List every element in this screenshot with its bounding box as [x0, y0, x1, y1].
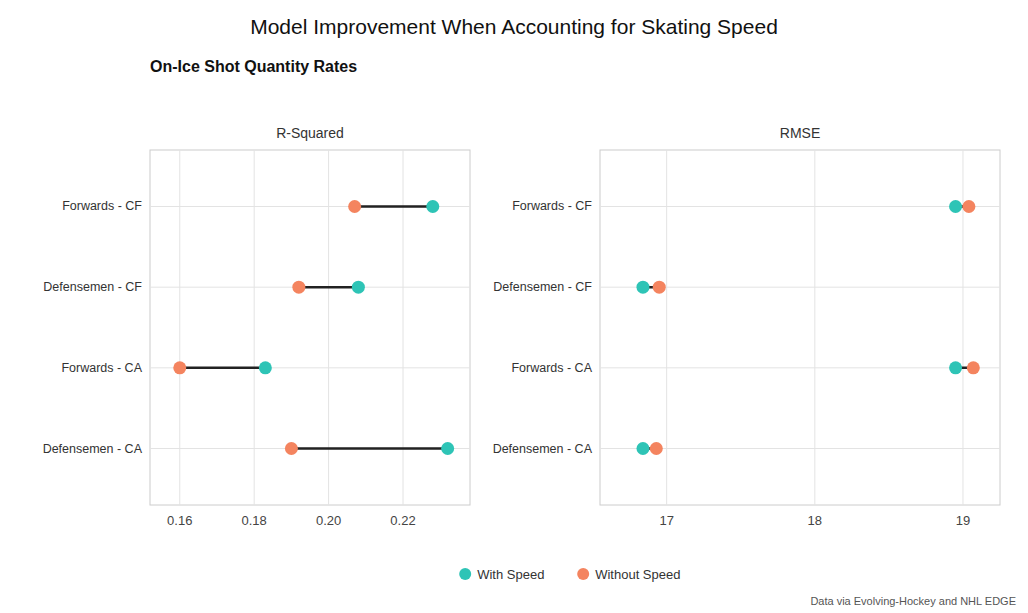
panel: 0.16 0.18 0.20 0.22 Forwards - CF Defensemen …: [43, 125, 470, 528]
legend-swatch: [459, 568, 471, 580]
y-tick-label: Forwards - CA: [511, 361, 592, 375]
y-tick-label: Defensemen - CF: [43, 280, 142, 294]
connector: [291, 447, 447, 450]
grid-line-x: [666, 150, 667, 505]
x-tick-label: 17: [659, 513, 673, 528]
y-tick-label: Defensemen - CF: [493, 280, 592, 294]
dot: [285, 442, 298, 455]
legend-label: Without Speed: [595, 567, 680, 582]
dot: [636, 442, 649, 455]
connector: [355, 205, 433, 208]
x-tick-label: 18: [808, 513, 822, 528]
y-tick-label: Forwards - CA: [61, 361, 142, 375]
marks: [636, 200, 979, 455]
marks: [173, 200, 454, 455]
dot: [636, 281, 649, 294]
y-tick-label: Defensemen - CA: [43, 442, 143, 456]
annotation: Data via Evolving-Hockey and NHL EDGE: [810, 595, 1016, 607]
legend-label: With Speed: [477, 567, 544, 582]
grid-line-y: [150, 367, 470, 368]
grid-line-y: [150, 287, 470, 288]
dot: [352, 281, 365, 294]
dot: [962, 200, 975, 213]
panel-title: R-Squared: [276, 125, 344, 141]
x-tick-label: 19: [956, 513, 970, 528]
background: [0, 0, 1028, 613]
x-tick-label: 0.20: [316, 513, 341, 528]
dot: [653, 281, 666, 294]
dot: [441, 442, 454, 455]
dot: [949, 361, 962, 374]
y-tick-label: Forwards - CF: [62, 199, 142, 213]
grid-line-x: [254, 150, 255, 505]
grid-line-y: [600, 206, 1000, 207]
connector: [299, 286, 359, 289]
panel: 17 18 19 Forwards - CF Defensemen - CF Forwar…: [493, 125, 1000, 528]
plot-frame: [600, 150, 1000, 505]
grid-line-y: [150, 206, 470, 207]
chart: Model Improvement When Accounting for Sk…: [0, 0, 1028, 613]
grid-line-x: [179, 150, 180, 505]
x-tick-label: 0.16: [167, 513, 192, 528]
title: Model Improvement When Accounting for Sk…: [250, 15, 778, 38]
dot: [967, 361, 980, 374]
grid-line-x: [814, 150, 815, 505]
grid-line-x: [328, 150, 329, 505]
grid-line-x: [403, 150, 404, 505]
legend: With Speed Without Speed: [459, 567, 680, 582]
dot: [348, 200, 361, 213]
dot: [426, 200, 439, 213]
plot-frame: [150, 150, 470, 505]
connector: [180, 367, 266, 370]
grid-line-y: [600, 367, 1000, 368]
dot: [949, 200, 962, 213]
x-tick-label: 0.18: [242, 513, 267, 528]
dot: [259, 361, 272, 374]
y-tick-label: Forwards - CF: [512, 199, 592, 213]
y-tick-label: Defensemen - CA: [493, 442, 593, 456]
dot: [650, 442, 663, 455]
panel-title: RMSE: [780, 125, 820, 141]
x-tick-label: 0.22: [390, 513, 415, 528]
subtitle: On-Ice Shot Quantity Rates: [150, 58, 357, 75]
dot: [292, 281, 305, 294]
legend-swatch: [577, 568, 589, 580]
grid-line-y: [150, 448, 470, 449]
dot: [173, 361, 186, 374]
